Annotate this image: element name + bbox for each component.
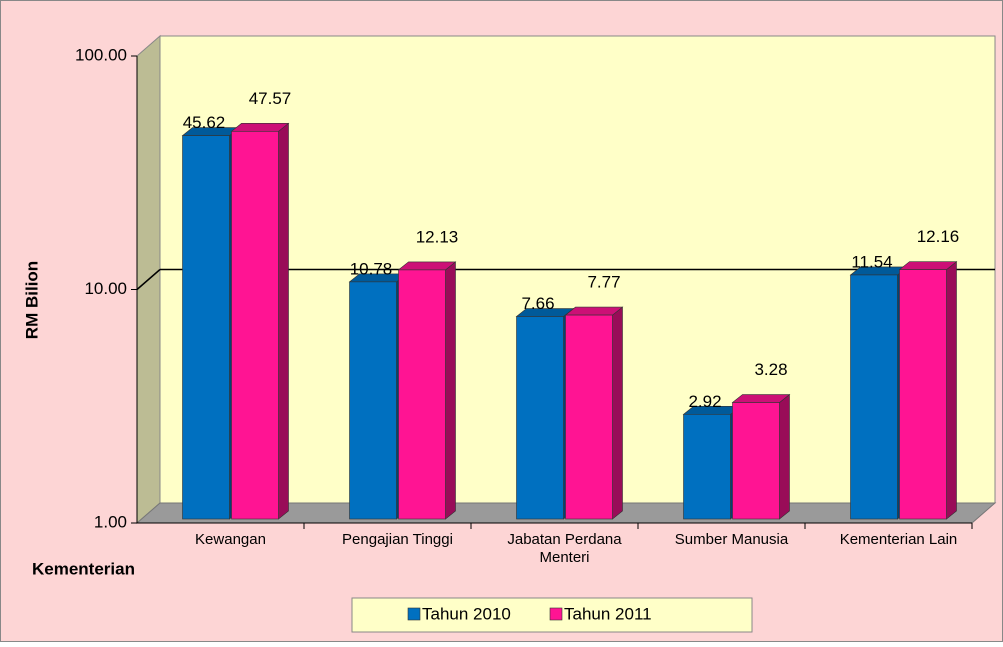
bar	[397, 261, 457, 520]
bar-front	[683, 414, 731, 520]
y-tick-label: 10.00	[84, 279, 127, 298]
data-label: 12.16	[917, 227, 960, 246]
data-label: 10.78	[350, 259, 393, 278]
data-label: 12.13	[416, 227, 459, 246]
data-label: 47.57	[249, 89, 292, 108]
legend-label: Tahun 2011	[564, 604, 652, 623]
bar	[348, 273, 408, 520]
data-label: 7.77	[587, 273, 620, 292]
data-label: 2.92	[688, 392, 721, 411]
bar-side	[946, 261, 957, 520]
bar	[682, 405, 742, 520]
y-axis-title: RM Bilion	[22, 261, 41, 339]
bar-front	[231, 131, 279, 520]
x-tick-label: Pengajian Tinggi	[342, 531, 453, 548]
x-tick-label-box: Sumber Manusia	[674, 531, 789, 548]
bar	[849, 266, 909, 520]
bar-front	[349, 281, 397, 520]
y-tick-label: 1.00	[94, 512, 127, 531]
bar-top	[731, 394, 791, 403]
bar	[230, 122, 290, 520]
x-tick-label: Kementerian Lain	[839, 531, 958, 548]
bar-top	[564, 306, 624, 316]
y-tick-label: 100.00	[75, 45, 127, 64]
bar	[564, 306, 624, 520]
x-tick-label: Kewangan	[195, 531, 266, 548]
bar-front	[516, 316, 564, 520]
bar-side	[445, 261, 456, 520]
bar-front	[182, 135, 230, 520]
data-label: 11.54	[851, 252, 892, 271]
data-label: 7.66	[521, 294, 554, 313]
x-tick-label-box: Jabatan Perdana Menteri	[507, 531, 622, 566]
bar-front	[398, 269, 446, 520]
data-label: 3.28	[754, 360, 787, 379]
legend-swatch	[407, 607, 421, 621]
x-tick-label-box: Pengajian Tinggi	[342, 531, 453, 548]
bar-side	[779, 393, 790, 520]
data-label: 45.62	[183, 113, 226, 132]
legend-label: Tahun 2010	[422, 604, 511, 623]
bar-front	[565, 314, 613, 520]
bar-top	[230, 123, 290, 132]
bar	[731, 393, 791, 520]
x-tick-label: Jabatan Perdana Menteri	[507, 531, 622, 566]
bar-front	[899, 269, 947, 520]
bar-side	[278, 122, 289, 520]
bar-top	[898, 261, 958, 270]
x-axis-title: Kementerian	[32, 559, 135, 578]
grid-line	[136, 268, 161, 291]
x-tick-label-box: Kementerian Lain	[839, 531, 958, 548]
bar-front	[732, 402, 780, 520]
bar	[898, 261, 958, 520]
legend-swatch	[549, 607, 563, 621]
bar-top	[397, 261, 457, 271]
bar-front	[850, 274, 898, 520]
x-tick-label: Sumber Manusia	[674, 531, 789, 548]
x-tick-label-box: Kewangan	[195, 531, 266, 548]
bar	[181, 126, 241, 520]
bar-side	[612, 306, 623, 520]
bar	[515, 307, 575, 520]
